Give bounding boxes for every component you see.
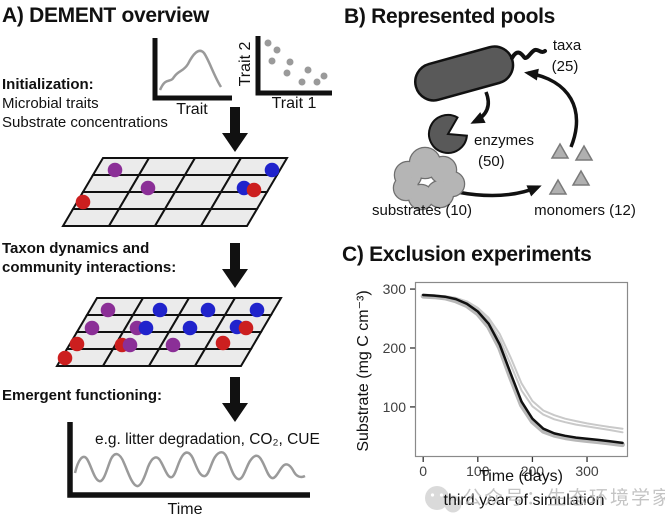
emergent-heading: Emergent functioning: — [2, 387, 162, 404]
dynamics-heading-2: community interactions: — [2, 259, 177, 276]
enzyme-pacman-shape — [427, 113, 468, 154]
taxon-dot-purple — [84, 320, 100, 336]
x-tick-label: 100 — [466, 463, 490, 479]
substrates-label: substrates (10) — [371, 201, 473, 219]
trait-scatter-ylabel: Trait 2 — [237, 41, 255, 87]
grid-cell — [199, 208, 259, 227]
taxa-bacterium-shape — [414, 45, 515, 102]
taxon-dot-purple — [122, 337, 138, 353]
emergent-signal-curve — [73, 451, 306, 488]
taxa-label: taxa — [552, 36, 582, 54]
taxon-dot-purple — [100, 302, 116, 318]
x-tick-label: 0 — [419, 463, 427, 479]
enzymes-label: enzymes — [474, 132, 535, 149]
taxon-dot-purple — [140, 180, 156, 196]
panel-b-title: B) Represented pools — [344, 5, 556, 28]
arrow-taxa-to-enzymes — [470, 91, 490, 124]
x-tick-label: 200 — [521, 463, 545, 479]
taxa-count: (25) — [551, 57, 579, 75]
emergent-xlabel: Time — [167, 501, 203, 519]
exclusion-chart: 0 100 200 300 100 200 300 — [383, 281, 629, 479]
taxon-dot-red — [57, 350, 73, 366]
monomers-label: monomers (12) — [534, 201, 636, 219]
grid-cell — [193, 348, 253, 367]
taxon-dot-blue — [152, 302, 168, 318]
dynamics-heading-1: Taxon dynamics and — [2, 240, 150, 257]
arrow-monomers-to-taxa — [524, 68, 579, 148]
taxon-dot-blue — [200, 302, 216, 318]
y-tick-label: 300 — [383, 281, 407, 297]
trait-scatter-miniplot — [255, 36, 332, 96]
chart-x-axis-label: Time (days) — [479, 468, 563, 486]
init-line-1: Microbial traits — [2, 95, 99, 112]
flow-arrow-1 — [222, 107, 248, 152]
flow-arrow-2 — [222, 243, 248, 288]
series-full-community — [421, 293, 624, 445]
y-tick-label: 100 — [383, 399, 407, 415]
taxon-dot-red — [75, 194, 91, 210]
community-grid-dynamics — [55, 297, 283, 367]
trait-density-curve — [158, 49, 223, 91]
emergent-axes — [67, 422, 310, 498]
emergent-examples: e.g. litter degradation, CO₂, CUE — [95, 431, 320, 448]
taxon-dot-red — [238, 320, 254, 336]
taxon-dot-blue — [138, 320, 154, 336]
trait-scatter-points — [264, 39, 328, 86]
taxon-dot-red — [215, 335, 231, 351]
taxon-dot-red — [246, 182, 262, 198]
taxon-dot-blue — [249, 302, 265, 318]
init-heading: Initialization: — [2, 76, 94, 93]
watermark-text: 公众号：生态环境学家 — [463, 488, 665, 509]
community-grid-initial — [61, 157, 289, 227]
series-runs-band — [420, 293, 625, 448]
taxon-dot-blue — [264, 162, 280, 178]
trait-scatter-axes — [255, 36, 332, 96]
trait-scatter-xlabel: Trait 1 — [271, 95, 317, 113]
flow-arrow-3 — [222, 377, 248, 422]
trait-hist-xlabel: Trait — [176, 101, 208, 119]
y-tick-label: 200 — [383, 340, 407, 356]
watermark-icon — [425, 486, 462, 513]
init-line-2: Substrate concentrations — [2, 114, 168, 131]
pools-diagram — [392, 45, 594, 211]
chart-panel-border — [414, 281, 629, 458]
arrow-substrates-to-monomers — [456, 185, 542, 198]
grid-cell — [203, 331, 263, 350]
x-tick-label: 300 — [575, 463, 599, 479]
trait-density-miniplot — [152, 38, 232, 101]
emergent-timeseries-plot — [67, 422, 310, 498]
taxon-dot-blue — [182, 320, 198, 336]
substrate-cloud-shape — [392, 146, 466, 211]
taxon-dot-red — [69, 336, 85, 352]
monomer-triangles — [548, 142, 594, 195]
trait-density-axes — [152, 38, 232, 101]
flagellum-shape — [510, 47, 547, 60]
taxon-dot-purple — [165, 337, 181, 353]
series-exclusion-run-2 — [422, 294, 624, 434]
chart-x-axis-sublabel: third year of simulation — [443, 492, 605, 510]
panel-a-title: A) DEMENT overview — [2, 4, 209, 27]
taxon-dot-purple — [107, 162, 123, 178]
chart-y-axis-label: Substrate (mg C cm⁻³) — [355, 290, 373, 452]
enzymes-count: (50) — [478, 153, 505, 170]
panel-c-title: C) Exclusion experiments — [342, 243, 592, 266]
